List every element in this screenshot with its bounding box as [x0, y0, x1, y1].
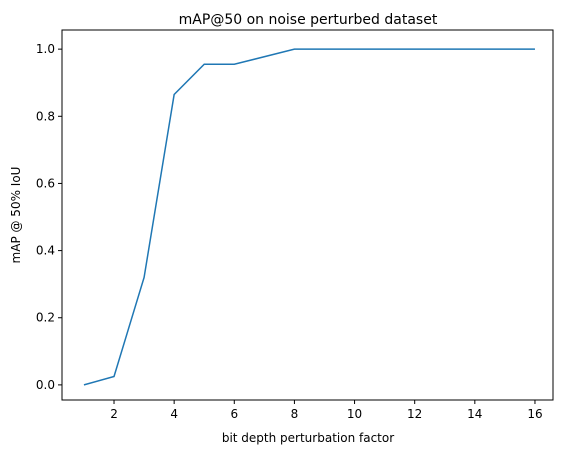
- x-tick-label: 10: [347, 407, 362, 421]
- x-axis-label: bit depth perturbation factor: [222, 431, 394, 445]
- x-tick-label: 16: [527, 407, 542, 421]
- plot-frame: [61, 29, 554, 401]
- y-tick-label: 0.4: [36, 244, 55, 258]
- chart-title: mAP@50 on noise perturbed dataset: [179, 12, 438, 28]
- y-tick-label: 0.0: [36, 378, 55, 392]
- y-tick-label: 0.2: [36, 311, 55, 325]
- x-tick-label: 14: [467, 407, 482, 421]
- x-tick-label: 8: [291, 407, 299, 421]
- y-axis-label: mAP @ 50% IoU: [9, 167, 23, 264]
- y-tick-label: 1.0: [36, 42, 55, 56]
- y-tick-label: 0.8: [36, 109, 55, 123]
- x-tick-label: 12: [407, 407, 422, 421]
- y-tick-label: 0.6: [36, 176, 55, 190]
- x-tick-label: 6: [230, 407, 238, 421]
- line-series: [83, 48, 535, 386]
- x-tick-label: 4: [170, 407, 178, 421]
- x-tick-label: 2: [110, 407, 118, 421]
